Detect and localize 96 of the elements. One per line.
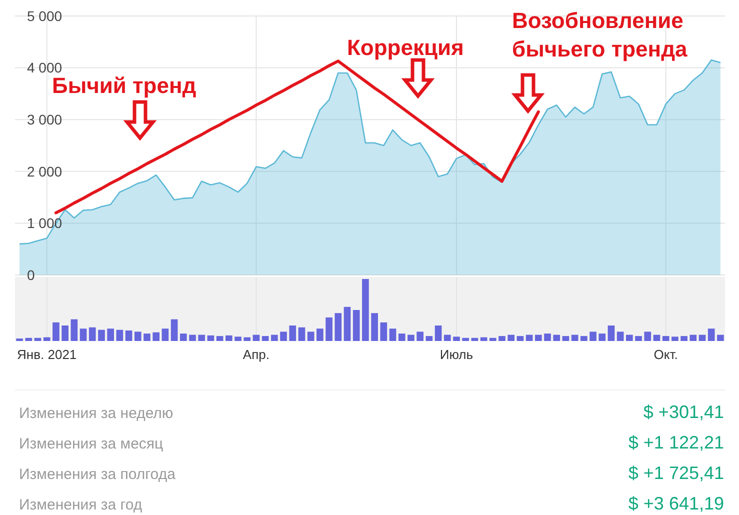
bar — [98, 330, 105, 341]
bar — [644, 332, 652, 341]
bar — [453, 336, 460, 341]
text: Изменения за полгода — [19, 466, 176, 483]
text: Изменения за неделю — [19, 405, 174, 422]
bar — [508, 334, 515, 341]
y-tick-label: 5 000 — [27, 8, 62, 24]
bar — [198, 334, 206, 341]
bar — [289, 326, 296, 341]
bar — [698, 334, 706, 341]
bar — [590, 332, 596, 341]
bar — [52, 322, 60, 341]
text: $ +1 725,41 — [628, 463, 724, 483]
bar — [608, 326, 615, 341]
y-tick-label: 0 — [27, 266, 35, 283]
bar — [362, 279, 369, 341]
bar — [25, 338, 32, 341]
bar — [334, 313, 342, 341]
bar — [444, 334, 451, 341]
x-tick-label: Апр. — [242, 347, 270, 362]
bar — [680, 336, 688, 341]
bar — [553, 334, 560, 341]
annotation: Бычий тренд — [52, 73, 196, 98]
bar — [152, 332, 160, 341]
bar — [653, 334, 660, 341]
bar — [80, 328, 87, 341]
bar — [544, 334, 551, 341]
bar — [298, 327, 306, 341]
bar — [107, 328, 114, 341]
bar — [426, 336, 433, 341]
bar — [307, 332, 314, 341]
bar — [380, 322, 388, 341]
bar — [180, 334, 187, 341]
bar — [43, 337, 50, 341]
text: Изменения за год — [19, 496, 142, 514]
bar — [162, 328, 169, 341]
bar — [498, 336, 506, 341]
text: $ +1 122,21 — [628, 432, 724, 452]
y-tick-label: 4 000 — [27, 60, 62, 76]
bar — [408, 334, 414, 341]
y-tick-label: 3 000 — [27, 112, 62, 128]
bar — [252, 334, 260, 341]
bar — [571, 334, 578, 341]
bar — [34, 338, 42, 341]
bar — [271, 334, 278, 341]
text: $ +301,41 — [643, 402, 724, 422]
bar — [690, 334, 697, 341]
bar — [462, 338, 469, 341]
bar — [344, 306, 351, 341]
bar — [598, 334, 606, 341]
bar — [626, 334, 633, 341]
bar — [88, 327, 96, 341]
bar — [516, 336, 524, 341]
annotation: Возобновление бычьего тренда — [512, 8, 688, 62]
bar — [489, 338, 496, 341]
bar — [708, 328, 715, 341]
x-tick-label: Июль — [440, 347, 474, 362]
bar — [244, 337, 251, 341]
annotation: Коррекция — [347, 35, 464, 60]
bar — [134, 332, 142, 341]
bar — [371, 313, 378, 341]
bar — [144, 334, 150, 341]
bar — [62, 326, 68, 341]
bar — [316, 328, 324, 341]
text: $ +3 641,19 — [628, 494, 724, 514]
bar — [526, 334, 533, 341]
bar — [352, 310, 360, 341]
bar — [398, 334, 406, 341]
bar — [116, 330, 124, 341]
bar — [125, 330, 132, 341]
bar — [672, 336, 678, 341]
text: Изменения за месяц — [19, 436, 164, 452]
bar — [189, 334, 196, 341]
bar — [216, 336, 224, 341]
bar — [326, 317, 332, 341]
x-tick-label: Окт. — [654, 347, 678, 362]
bar — [225, 335, 232, 341]
bar — [471, 338, 478, 341]
bar — [389, 328, 396, 341]
bar — [635, 336, 642, 341]
bar — [70, 319, 78, 341]
y-tick-label: 2 000 — [27, 163, 62, 180]
bar — [207, 335, 214, 341]
bar — [280, 332, 287, 341]
bar — [662, 336, 670, 341]
x-tick-label: Янв. 2021 — [17, 347, 77, 362]
bar — [534, 334, 542, 341]
bar — [717, 334, 724, 341]
bar — [434, 326, 442, 341]
bar — [580, 336, 588, 341]
bar — [562, 336, 570, 341]
bar — [234, 336, 242, 341]
bar — [170, 319, 178, 341]
bar — [262, 336, 269, 341]
bar — [616, 332, 624, 341]
bar — [416, 332, 424, 341]
